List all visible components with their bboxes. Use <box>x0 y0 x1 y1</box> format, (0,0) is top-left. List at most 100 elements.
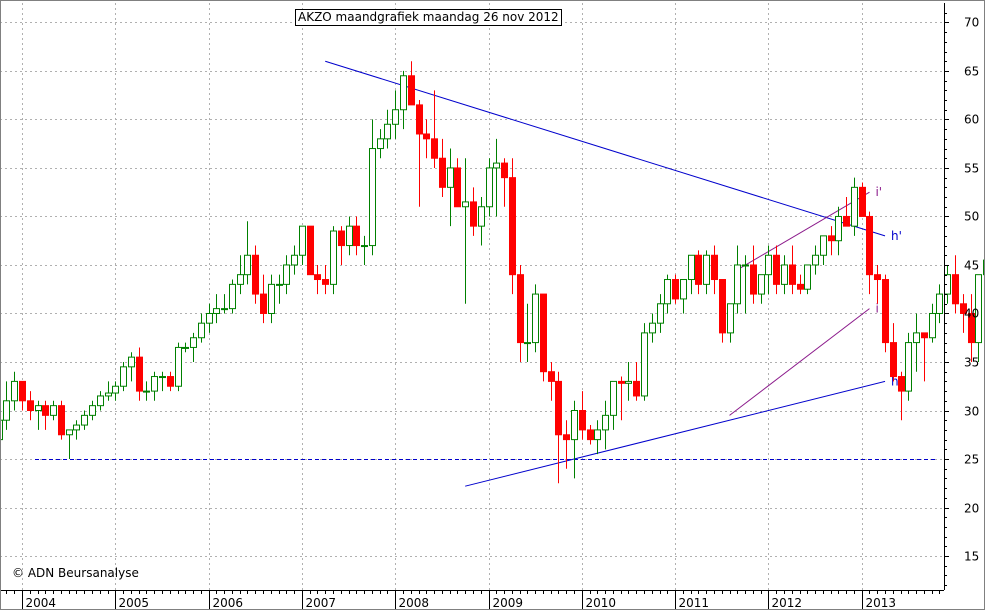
candle-body <box>501 162 508 179</box>
candle-body <box>384 123 391 140</box>
y-tick-label: 40 <box>964 307 979 321</box>
candle-body <box>975 274 982 344</box>
x-tick-label: 2011 <box>679 596 710 610</box>
candle-body <box>58 405 65 436</box>
candle-body <box>968 312 975 344</box>
candle-body <box>338 230 345 247</box>
candle-body <box>804 264 811 290</box>
candle-body <box>268 283 275 314</box>
candle-body <box>532 293 539 344</box>
x-tick-label: 2008 <box>399 596 430 610</box>
candle-body <box>97 395 104 407</box>
candle-body <box>89 405 96 416</box>
candle-body <box>797 283 804 290</box>
candle-body <box>27 400 34 412</box>
x-axis: 2004 2005 2006 2007 2008 2009 2010 2011 2012 2013 <box>0 590 944 610</box>
candle-body <box>314 274 321 281</box>
candle-body <box>882 279 889 344</box>
candle-body <box>657 303 664 324</box>
candle-body <box>291 254 298 266</box>
candle-body <box>703 254 710 285</box>
candle-body <box>936 293 943 314</box>
trend-line <box>325 60 886 237</box>
y-tick-label: 65 <box>964 65 979 79</box>
candle-body <box>361 245 368 248</box>
candle-body <box>618 380 625 384</box>
candle-body <box>960 303 967 314</box>
candle-body <box>555 380 562 436</box>
candle-body <box>587 429 594 441</box>
candle-body <box>688 254 695 281</box>
candle-body <box>431 138 438 159</box>
candle-body <box>695 254 702 285</box>
candle-body <box>952 274 959 305</box>
candle-body <box>548 371 555 382</box>
candle-body <box>322 279 329 285</box>
candle-body <box>50 405 57 416</box>
candle-body <box>727 303 734 334</box>
candle-body <box>828 235 835 242</box>
candle-body <box>711 254 718 281</box>
candle-body <box>73 424 80 431</box>
candle-body <box>719 279 726 334</box>
y-tick-label: 25 <box>964 453 979 467</box>
candle-body <box>151 376 158 392</box>
candle-body <box>758 274 765 295</box>
candle-body <box>649 322 656 334</box>
candle-body <box>454 167 461 208</box>
candle-body <box>843 215 850 227</box>
candle-body <box>307 225 314 276</box>
candle-body <box>929 312 936 339</box>
candle-body <box>610 380 617 416</box>
candle-body <box>789 264 796 285</box>
candle-body <box>672 279 679 300</box>
candle-body <box>750 264 757 295</box>
candle-body <box>221 308 228 311</box>
candle-body <box>602 414 609 431</box>
candle-body <box>346 225 353 247</box>
candle-body <box>470 201 477 227</box>
candle-body <box>244 254 251 276</box>
candle-body <box>105 392 112 397</box>
trend-line <box>465 380 886 487</box>
y-tick-label: 35 <box>964 356 979 370</box>
candle-body <box>835 215 842 242</box>
chart-title: AKZO maandgrafiek maandag 26 nov 2012 <box>295 9 562 26</box>
candle-body <box>890 342 897 378</box>
candle-body <box>276 283 283 286</box>
candle-body <box>913 332 920 344</box>
candle-body <box>921 332 928 339</box>
candles <box>0 61 985 484</box>
candle-body <box>563 434 570 441</box>
y-tick-label: 15 <box>964 550 979 564</box>
x-tick-label: 2004 <box>26 596 57 610</box>
candle-body <box>213 308 220 314</box>
candle-body <box>330 230 337 285</box>
trend-lines: h' h i i' <box>35 60 938 487</box>
candle-body <box>120 366 127 387</box>
trend-line-label: h <box>891 374 899 388</box>
candle-body <box>423 133 430 140</box>
candle-body <box>206 312 213 324</box>
candle-body <box>664 279 671 305</box>
candle-body <box>42 405 49 416</box>
candle-body <box>447 167 454 188</box>
candle-body <box>143 390 150 393</box>
x-tick-label: 2009 <box>493 596 524 610</box>
candle-body <box>486 167 493 208</box>
candle-body <box>3 400 10 421</box>
candle-body <box>874 274 881 281</box>
candle-body <box>416 104 423 135</box>
candle-body <box>641 332 648 397</box>
y-tick-label: 45 <box>964 259 979 273</box>
x-tick-label: 2013 <box>866 596 897 610</box>
candle-body <box>66 429 73 436</box>
candle-body <box>353 225 360 247</box>
candle-body <box>742 264 749 267</box>
candle-body <box>517 274 524 344</box>
candle-body <box>198 322 205 339</box>
y-tick-label: 70 <box>964 16 979 30</box>
trend-line-label: i <box>875 302 878 316</box>
